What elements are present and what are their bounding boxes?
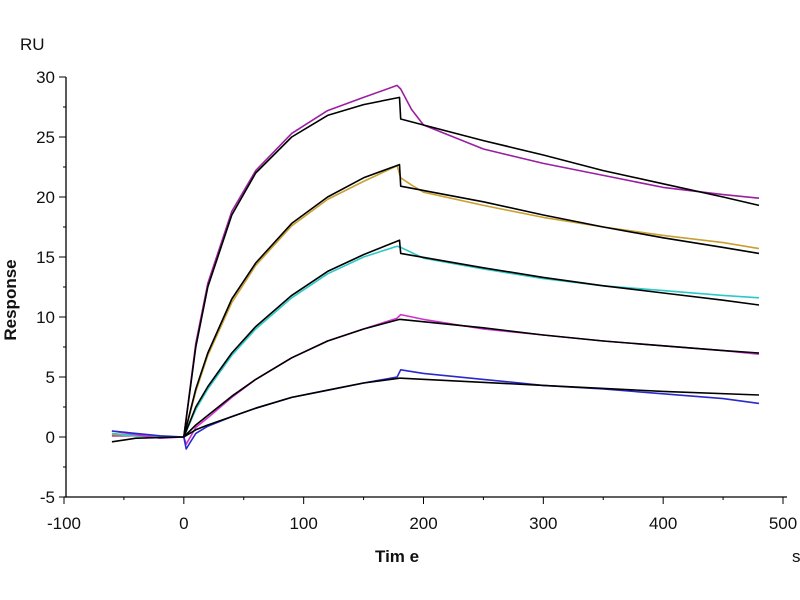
y-tick-label: 5	[46, 368, 55, 387]
y-axis-title: Response	[1, 259, 20, 340]
y-tick-label: -5	[40, 488, 55, 507]
y-tick-label: 25	[36, 128, 55, 147]
y-tick-label: 20	[36, 188, 55, 207]
y-tick-label: 0	[46, 428, 55, 447]
y-tick-label: 30	[36, 68, 55, 87]
curve-3-fit-line	[183, 239, 760, 438]
x-axis-title: Tim e	[375, 547, 419, 566]
curve-1-fit-line	[183, 96, 760, 438]
x-tick-label: 200	[409, 514, 437, 533]
series-group	[111, 84, 760, 450]
axes: -5 0 5 10 15 20 25 30 -100 0 100 200 300 400 500	[36, 68, 797, 533]
y-tick-label: 10	[36, 308, 55, 327]
x-tick-label: 0	[179, 514, 188, 533]
x-tick-label: 300	[529, 514, 557, 533]
y-unit-label: RU	[20, 35, 45, 54]
curve-4-fit-line	[183, 318, 760, 438]
curve-2-measured-line	[111, 165, 760, 438]
y-tick-label: 15	[36, 248, 55, 267]
curve-5-measured-line	[111, 368, 760, 450]
x-unit-label: s	[792, 547, 800, 566]
curve-2-fit-line	[183, 163, 760, 438]
x-tick-label: 400	[649, 514, 677, 533]
x-tick-label: 100	[289, 514, 317, 533]
curve-5-fit-line	[111, 377, 760, 443]
x-tick-label: -100	[47, 514, 81, 533]
curve-3-measured-line	[111, 245, 760, 438]
x-tick-label: 500	[769, 514, 797, 533]
